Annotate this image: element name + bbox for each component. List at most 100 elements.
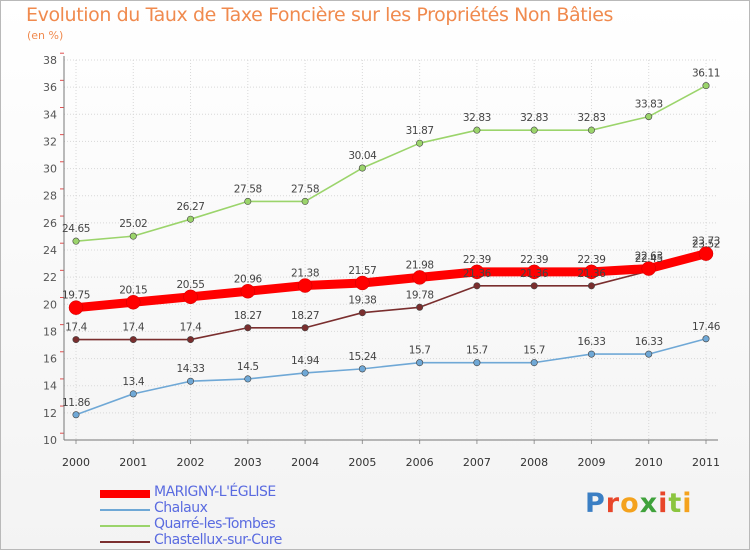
data-point — [530, 126, 538, 134]
data-label: 33.83 — [635, 99, 663, 111]
data-point — [702, 335, 710, 343]
data-point — [526, 264, 542, 280]
data-point — [68, 300, 84, 315]
proxiti-logo: Proxiti — [585, 488, 693, 519]
data-point — [358, 365, 366, 373]
data-label: 17.4 — [122, 322, 144, 334]
data-point — [645, 113, 653, 121]
data-point — [416, 359, 424, 367]
y-tick-label: 26 — [43, 217, 57, 230]
y-tick-label: 16 — [43, 353, 57, 366]
data-label: 21.36 — [520, 268, 549, 280]
y-tick-label: 14 — [43, 380, 57, 393]
data-point — [297, 278, 313, 293]
data-label: 15.7 — [523, 345, 545, 357]
data-label: 27.58 — [234, 183, 262, 195]
data-label: 14.33 — [177, 363, 205, 375]
x-tick-label: 2008 — [520, 456, 548, 469]
data-point — [584, 264, 599, 280]
legend-label: MARIGNY-L'ÉGLISE — [154, 484, 276, 500]
x-tick-label: 2001 — [119, 456, 147, 469]
data-label: 21.38 — [291, 268, 319, 280]
y-tick-label: 38 — [43, 54, 57, 67]
data-label: 11.86 — [62, 397, 91, 409]
data-point — [240, 284, 256, 299]
y-tick-label: 18 — [43, 325, 57, 338]
legend-label: Chalaux — [154, 500, 208, 516]
data-label: 36.11 — [692, 68, 720, 80]
x-tick-label: 2002 — [177, 456, 205, 469]
data-label: 22.39 — [463, 254, 491, 266]
y-tick-label: 10 — [43, 434, 57, 447]
data-point — [187, 336, 195, 344]
data-label: 32.83 — [577, 112, 605, 124]
data-label: 19.78 — [406, 289, 434, 301]
data-point — [645, 350, 653, 358]
data-point — [358, 164, 366, 172]
data-label: 14.94 — [291, 355, 320, 367]
series-line-2 — [75, 84, 707, 242]
data-point — [183, 289, 198, 305]
data-point — [641, 261, 656, 276]
y-tick-label: 24 — [43, 244, 57, 257]
y-tick-label: 32 — [43, 135, 57, 148]
data-label: 22.39 — [520, 254, 548, 266]
x-tick-label: 2006 — [406, 456, 434, 469]
data-label: 21.98 — [406, 259, 434, 271]
data-label: 18.27 — [291, 310, 319, 322]
data-point — [416, 303, 424, 311]
data-point — [412, 270, 427, 285]
data-point — [72, 237, 80, 245]
data-point — [187, 377, 195, 385]
data-label: 22.45 — [635, 253, 663, 265]
data-label: 17.4 — [65, 322, 87, 334]
data-label: 32.83 — [463, 112, 491, 124]
data-label: 16.33 — [577, 336, 605, 348]
data-point — [587, 282, 595, 290]
y-tick-label: 30 — [43, 163, 57, 176]
data-point — [473, 282, 481, 290]
data-point — [587, 126, 595, 134]
data-label: 15.7 — [466, 345, 488, 357]
x-tick-label: 2011 — [692, 456, 720, 469]
data-label: 22.39 — [577, 254, 605, 266]
data-label: 27.58 — [291, 183, 319, 195]
chart-subtitle: (en %) — [27, 29, 64, 42]
data-point — [72, 336, 80, 344]
data-label: 21.57 — [348, 265, 376, 277]
data-label: 20.96 — [234, 273, 263, 285]
data-label: 16.33 — [635, 336, 663, 348]
data-point — [358, 309, 366, 317]
data-point — [416, 139, 424, 147]
legend-swatch — [100, 490, 150, 498]
data-label: 14.5 — [237, 361, 259, 373]
data-point — [301, 324, 309, 332]
x-tick-label: 2009 — [577, 456, 605, 469]
data-label: 25.02 — [119, 218, 147, 230]
data-label: 19.75 — [62, 290, 90, 302]
data-point — [530, 359, 538, 367]
data-label: 31.87 — [406, 125, 434, 137]
x-tick-label: 2005 — [348, 456, 376, 469]
data-point — [72, 411, 80, 419]
chart-title: Evolution du Taux de Taxe Foncière sur l… — [26, 4, 614, 26]
data-point — [587, 350, 595, 358]
legend-label: Chastellux-sur-Cure — [154, 532, 282, 548]
y-tick-label: 22 — [43, 271, 57, 284]
y-tick-label: 20 — [43, 298, 57, 311]
data-point — [126, 295, 141, 310]
data-label: 21.36 — [577, 268, 606, 280]
legend-swatch — [100, 541, 150, 543]
data-label: 24.65 — [62, 223, 90, 235]
data-label: 32.83 — [520, 112, 548, 124]
data-point — [355, 275, 370, 291]
series-line-3 — [75, 255, 707, 341]
data-point — [469, 264, 485, 280]
legend-swatch — [100, 525, 150, 527]
legend-label: Quarré-les-Tombes — [154, 516, 276, 532]
x-tick-label: 2003 — [234, 456, 262, 469]
x-tick-label: 2004 — [291, 456, 319, 469]
series-line-0 — [71, 249, 711, 313]
